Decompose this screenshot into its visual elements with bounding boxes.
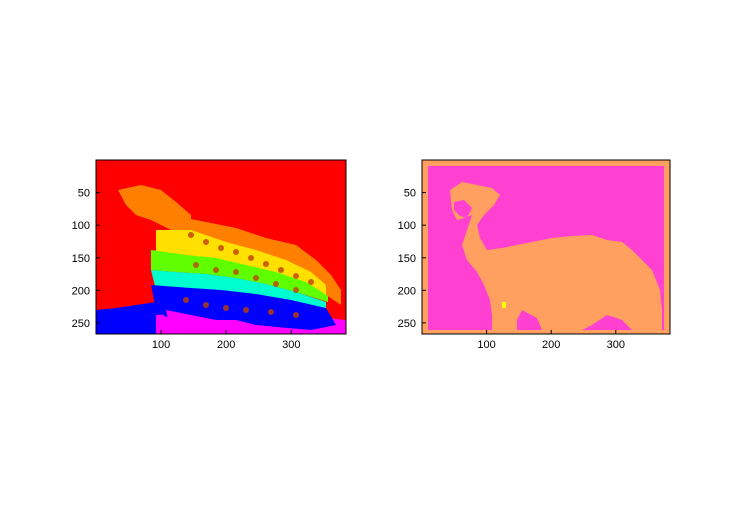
left-ytick-label: 100 — [72, 220, 90, 232]
right-y-ticks — [422, 192, 426, 324]
left-ytick-label: 200 — [72, 285, 90, 297]
right-ytick-label: 200 — [398, 285, 416, 297]
left-ytick-label: 150 — [72, 253, 90, 265]
right-face — [454, 200, 472, 218]
right-axes-frame — [421, 159, 671, 335]
right-xtick-label: 200 — [542, 339, 560, 351]
left-ground-blue — [96, 302, 166, 334]
right-ytick-label: 150 — [398, 253, 416, 265]
left-xtick-label: 200 — [217, 339, 235, 351]
right-axes: 100 200 300 50 100 150 200 250 — [398, 159, 682, 360]
left-axes: 100 200 300 50 100 150 200 250 — [72, 159, 356, 360]
left-x-ticks — [160, 330, 292, 334]
left-spots — [183, 232, 314, 318]
right-axes-svg: 100 200 300 50 100 150 200 250 — [398, 159, 671, 351]
right-speck — [502, 302, 506, 308]
right-xtick-label: 100 — [477, 339, 495, 351]
right-x-ticks — [486, 330, 617, 334]
left-yellow-band — [156, 230, 326, 295]
left-xtick-label: 300 — [282, 339, 300, 351]
right-ytick-label: 50 — [404, 188, 416, 200]
right-ytick-label: 100 — [398, 220, 416, 232]
left-image — [96, 160, 346, 334]
left-xtick-label: 100 — [152, 339, 170, 351]
left-ytick-label: 50 — [78, 188, 90, 200]
right-image — [422, 160, 670, 334]
left-axes-frame — [95, 159, 347, 335]
left-ytick-label: 250 — [72, 318, 90, 330]
left-legs-magenta — [166, 310, 316, 334]
left-axes-svg: 100 200 300 50 100 150 200 250 — [72, 159, 347, 351]
right-xtick-label: 300 — [607, 339, 625, 351]
right-silhouette — [450, 182, 662, 330]
right-ytick-label: 250 — [398, 318, 416, 330]
left-y-ticks — [96, 192, 100, 324]
